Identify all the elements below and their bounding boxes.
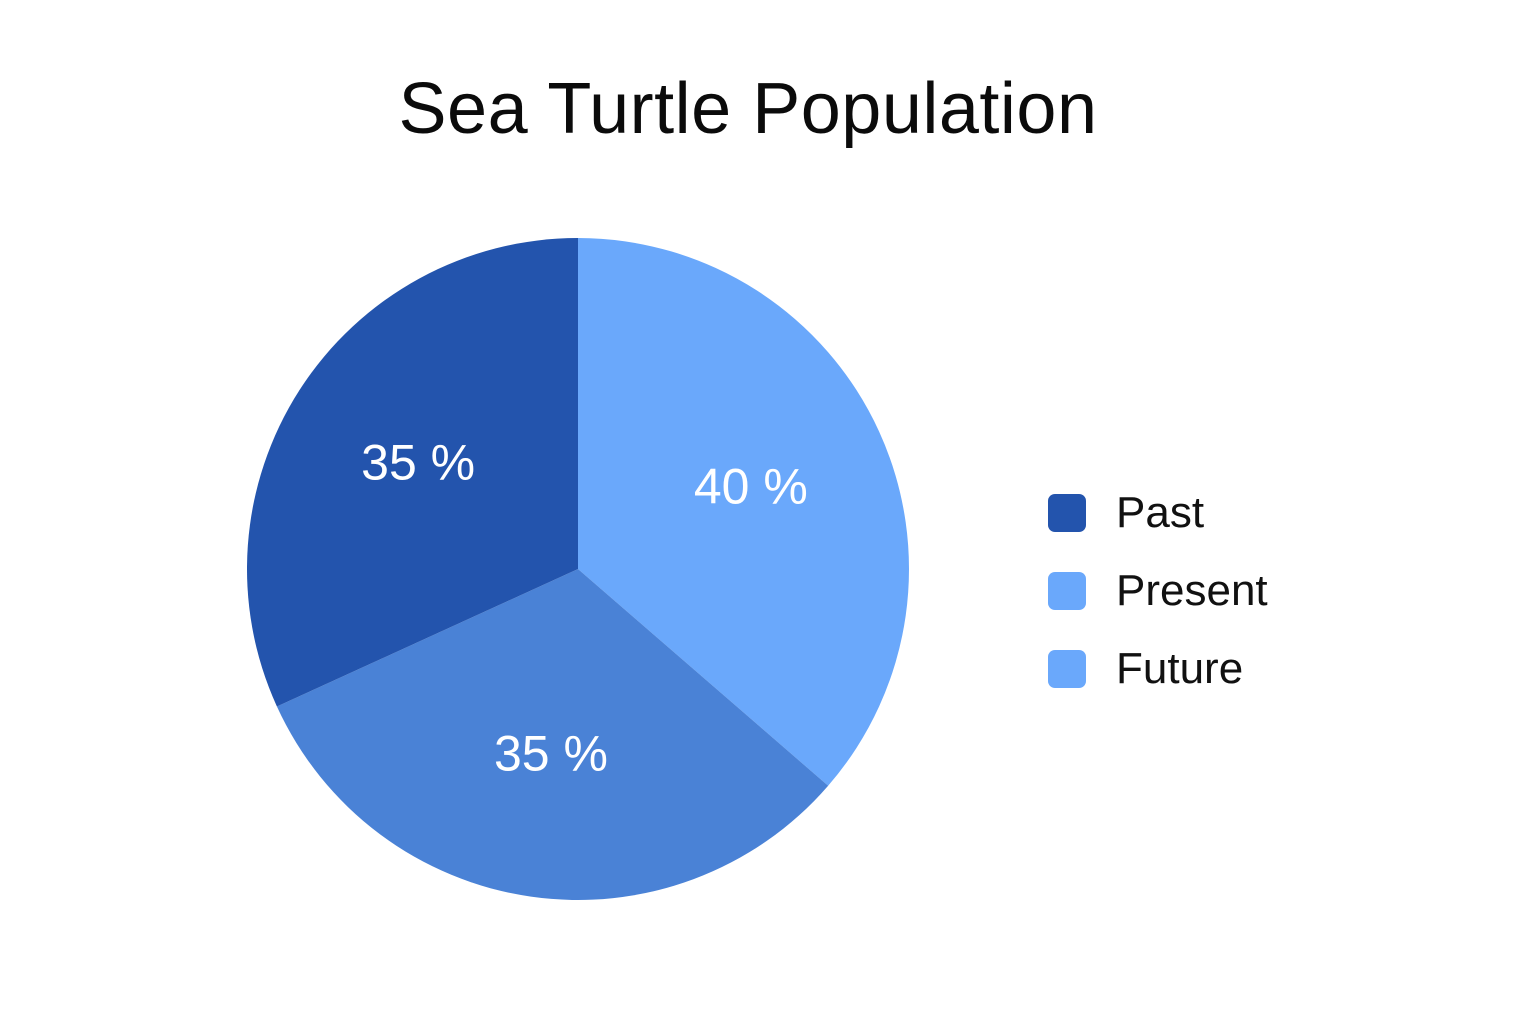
legend-item-present: Present (1048, 552, 1268, 630)
legend-label-past: Past (1116, 488, 1205, 537)
legend-swatch-present (1048, 572, 1086, 610)
pie-slice-present (578, 238, 909, 786)
slice-label-present: 40 % (694, 458, 808, 514)
legend-label-future: Future (1116, 644, 1244, 693)
legend-label-present: Present (1116, 566, 1268, 615)
legend-swatch-past (1048, 494, 1086, 532)
legend-item-future: Future (1048, 630, 1268, 708)
legend-item-past: Past (1048, 474, 1268, 552)
legend-swatch-future (1048, 650, 1086, 688)
chart-title: Sea Turtle Population (398, 69, 1098, 149)
legend: Past Present Future (1048, 474, 1268, 708)
pie-slice-future (276, 569, 829, 900)
pie-slice-past (246, 238, 579, 707)
slice-label-past: 35 % (361, 434, 475, 490)
slice-label-future: 35 % (494, 725, 608, 781)
